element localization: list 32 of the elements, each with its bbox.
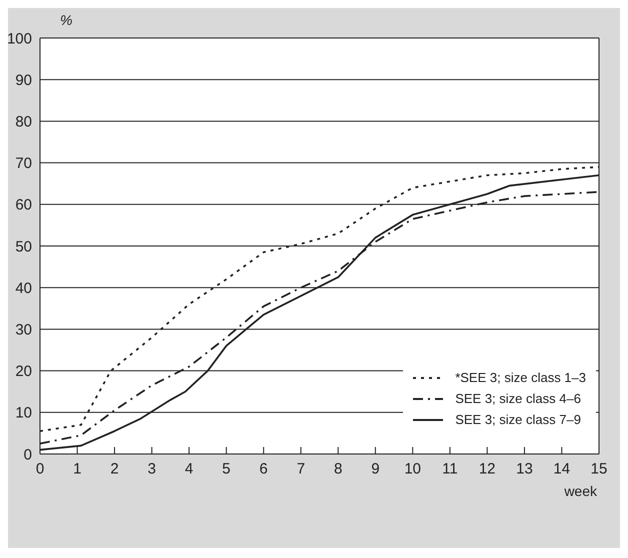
x-tick-label: 10 [404, 460, 422, 478]
legend-label: SEE 3; size class 7–9 [455, 412, 581, 427]
y-tick-label: 50 [15, 238, 32, 256]
x-tick-label: 5 [222, 460, 231, 478]
x-tick-label: 8 [334, 460, 342, 478]
x-tick-label: 12 [478, 460, 496, 478]
x-tick-label: 0 [36, 460, 44, 478]
x-tick-label: 6 [259, 460, 268, 478]
x-tick-label: 4 [184, 460, 194, 478]
x-tick-label: 14 [553, 460, 570, 478]
y-tick-label: 60 [15, 196, 32, 214]
x-tick-label: 11 [442, 460, 458, 478]
y-tick-label: 100 [6, 30, 32, 48]
y-tick-label: 30 [15, 322, 32, 339]
x-tick-label: 3 [148, 460, 156, 478]
x-axis-title: week [563, 483, 598, 499]
x-tick-label: 7 [296, 460, 306, 478]
x-tick-label: 1 [73, 460, 82, 478]
y-tick-label: 10 [15, 404, 32, 422]
y-tick-label: 70 [15, 155, 32, 172]
y-tick-label: 40 [15, 280, 32, 297]
x-tick-label: 15 [590, 460, 608, 478]
x-tick-label: 2 [110, 460, 119, 478]
x-tick-label: 13 [516, 460, 533, 478]
legend-label: SEE 3; size class 4–6 [455, 391, 581, 406]
x-tick-label: 9 [371, 460, 380, 478]
y-axis-title: % [60, 12, 72, 28]
y-tick-label: 90 [15, 72, 32, 89]
y-tick-label: 80 [15, 114, 32, 131]
legend-label: *SEE 3; size class 1–3 [455, 370, 586, 385]
y-tick-label: 20 [15, 363, 32, 380]
y-tick-label: 0 [24, 446, 32, 464]
